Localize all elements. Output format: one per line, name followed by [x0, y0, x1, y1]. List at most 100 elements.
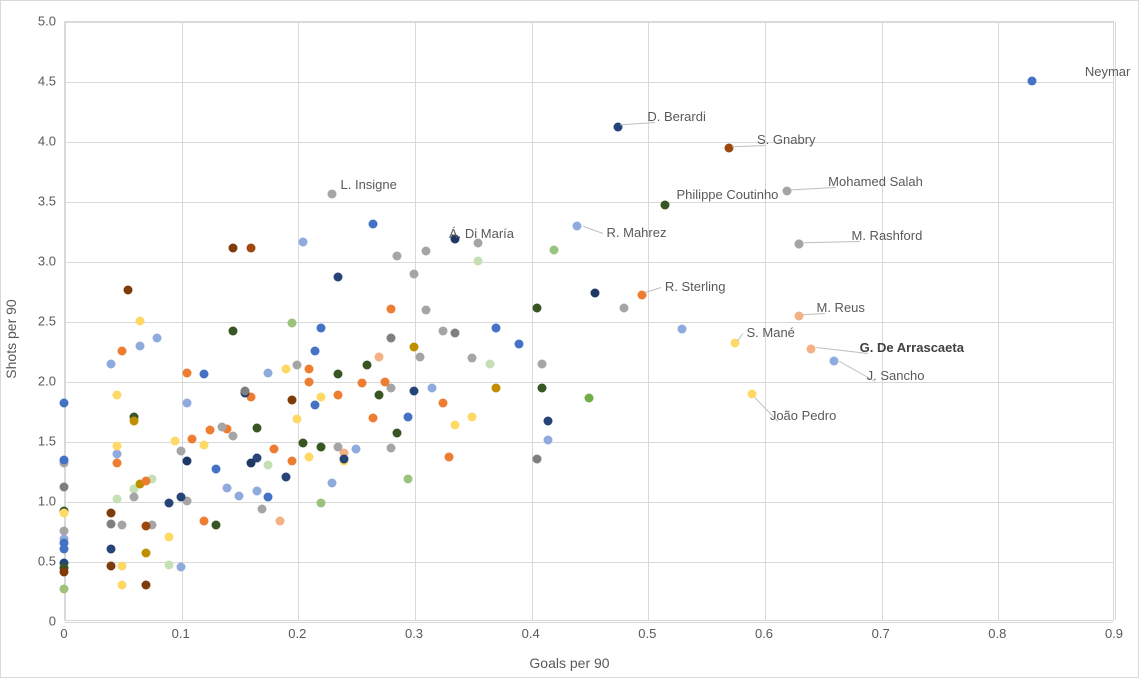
- gridline-vertical: [182, 22, 183, 620]
- gridline-vertical: [1115, 22, 1116, 620]
- data-point: [340, 455, 349, 464]
- point-label: G. De Arrascaeta: [860, 340, 964, 355]
- data-point: [182, 368, 191, 377]
- data-point: [118, 581, 127, 590]
- data-point: [544, 416, 553, 425]
- data-point: [182, 398, 191, 407]
- y-tick-label: 2.0: [38, 374, 56, 389]
- gridline-horizontal: [65, 22, 1113, 23]
- data-point: [380, 378, 389, 387]
- data-point: [141, 522, 150, 531]
- data-point: [176, 493, 185, 502]
- data-point: [165, 560, 174, 569]
- y-tick-label: 3.5: [38, 194, 56, 209]
- data-point: [415, 353, 424, 362]
- data-point: [165, 499, 174, 508]
- data-point: [287, 457, 296, 466]
- scatter-chart: 00.10.20.30.40.50.60.70.80.9 00.51.01.52…: [0, 0, 1139, 678]
- gridline-horizontal: [65, 622, 1113, 623]
- data-point: [112, 494, 121, 503]
- data-point: [404, 413, 413, 422]
- data-point: [176, 446, 185, 455]
- data-point: [229, 432, 238, 441]
- plot-area: [64, 21, 1114, 621]
- x-tick-label: 0.6: [755, 626, 773, 641]
- x-tick-label: 0: [60, 626, 67, 641]
- data-point: [485, 360, 494, 369]
- data-point: [170, 437, 179, 446]
- gridline-vertical: [882, 22, 883, 620]
- data-point: [165, 533, 174, 542]
- data-point: [264, 461, 273, 470]
- point-label: M. Rashford: [852, 228, 923, 243]
- data-point: [334, 443, 343, 452]
- data-point: [60, 545, 69, 554]
- data-point: [252, 423, 261, 432]
- data-point: [369, 219, 378, 228]
- data-point: [386, 305, 395, 314]
- data-point: [153, 333, 162, 342]
- x-tick-label: 0.2: [288, 626, 306, 641]
- data-point: [287, 319, 296, 328]
- data-point: [299, 237, 308, 246]
- data-point: [795, 240, 804, 249]
- data-point: [491, 384, 500, 393]
- data-point: [439, 326, 448, 335]
- x-tick-label: 0.5: [638, 626, 656, 641]
- data-point: [211, 521, 220, 530]
- y-tick-label: 1.0: [38, 494, 56, 509]
- point-label: R. Sterling: [665, 279, 726, 294]
- data-point: [783, 187, 792, 196]
- data-point: [118, 561, 127, 570]
- point-label: D. Berardi: [647, 109, 706, 124]
- data-point: [450, 421, 459, 430]
- data-point: [404, 475, 413, 484]
- data-point: [60, 398, 69, 407]
- data-point: [60, 567, 69, 576]
- gridline-vertical: [998, 22, 999, 620]
- data-point: [305, 365, 314, 374]
- data-point: [468, 413, 477, 422]
- data-point: [351, 445, 360, 454]
- data-point: [386, 444, 395, 453]
- data-point: [135, 317, 144, 326]
- data-point: [334, 391, 343, 400]
- data-point: [660, 200, 669, 209]
- data-point: [275, 517, 284, 526]
- data-point: [141, 476, 150, 485]
- data-point: [725, 144, 734, 153]
- y-tick-label: 2.5: [38, 314, 56, 329]
- data-point: [421, 247, 430, 256]
- data-point: [375, 353, 384, 362]
- gridline-horizontal: [65, 202, 1113, 203]
- gridline-horizontal: [65, 142, 1113, 143]
- x-tick-label: 0.1: [172, 626, 190, 641]
- y-tick-label: 3.0: [38, 254, 56, 269]
- data-point: [229, 243, 238, 252]
- data-point: [130, 416, 139, 425]
- y-tick-label: 1.5: [38, 434, 56, 449]
- gridline-horizontal: [65, 82, 1113, 83]
- point-label: Neymar: [1085, 64, 1131, 79]
- data-point: [124, 285, 133, 294]
- data-point: [200, 440, 209, 449]
- data-point: [620, 303, 629, 312]
- data-point: [270, 445, 279, 454]
- data-point: [532, 303, 541, 312]
- data-point: [357, 379, 366, 388]
- point-label: R. Mahrez: [607, 225, 667, 240]
- data-point: [1028, 77, 1037, 86]
- x-tick-label: 0.3: [405, 626, 423, 641]
- data-point: [305, 452, 314, 461]
- gridline-vertical: [532, 22, 533, 620]
- data-point: [328, 479, 337, 488]
- gridline-horizontal: [65, 442, 1113, 443]
- data-point: [316, 499, 325, 508]
- point-label: Á. Di María: [449, 226, 514, 241]
- data-point: [334, 369, 343, 378]
- y-tick-label: 0.5: [38, 554, 56, 569]
- gridline-horizontal: [65, 502, 1113, 503]
- data-point: [106, 519, 115, 528]
- data-point: [106, 360, 115, 369]
- data-point: [106, 509, 115, 518]
